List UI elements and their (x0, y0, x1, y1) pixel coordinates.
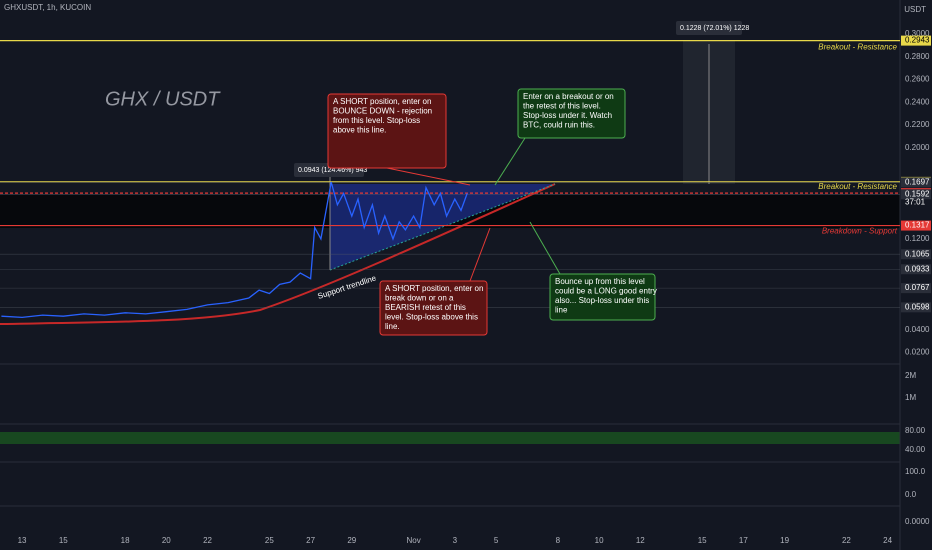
countdown: 37:01 (905, 197, 926, 206)
annotation-text: Stop-loss under it. Watch (523, 111, 612, 120)
level-tag (901, 249, 931, 260)
y-tick-label: 0.2200 (905, 120, 930, 129)
x-tick-label: 10 (595, 536, 604, 545)
pane-tick-label: 100.0 (905, 467, 926, 476)
level-tag (901, 283, 931, 294)
callout-line (469, 227, 491, 282)
y-tick-label: 0.2800 (905, 52, 930, 61)
annotation-text: break down or on a (385, 294, 454, 303)
level-tag-label: 0.1065 (905, 249, 930, 258)
x-tick-label: 20 (162, 536, 171, 545)
level-tag-label: 0.1592 (905, 189, 930, 198)
level-tag (901, 35, 931, 46)
annotation-box (379, 280, 488, 336)
y-tick-label: 0.0400 (905, 325, 930, 334)
trend-ma (0, 183, 556, 325)
level-tag-label: 0.1317 (905, 221, 930, 230)
x-tick-label: 27 (306, 536, 315, 545)
level-label: Breakout - Resistance (818, 43, 897, 52)
annotation-text: Bounce up from this level (555, 277, 645, 286)
level-tag (901, 264, 931, 275)
level-tag-label: 0.0767 (905, 283, 930, 292)
callout-line (386, 167, 471, 186)
annotation-text: line. (385, 322, 400, 331)
y-tick-label: 0.2400 (905, 97, 930, 106)
measure-label: 0.0943 (124.46%) 943 (298, 167, 367, 174)
measure-label: 0.1228 (72.01%) 1228 (680, 25, 749, 32)
currency: USDT (904, 5, 926, 14)
annotation-text: could be a LONG good entry (555, 287, 657, 296)
annotation-text: line (555, 306, 568, 315)
level-tag-label: 0.0933 (905, 264, 930, 273)
x-tick-label: Nov (407, 536, 421, 545)
measure-tag (676, 21, 742, 35)
annotation-text: BEARISH retest of this (385, 303, 466, 312)
annotation-text: BOUNCE DOWN - rejection (333, 107, 432, 116)
level-label: Breakout - Resistance (818, 182, 897, 191)
level-tag (901, 177, 931, 188)
x-tick-label: 5 (494, 536, 499, 545)
pane-tick-label: 80.00 (905, 426, 926, 435)
annotation-text: BTC, could ruin this. (523, 121, 595, 130)
y-tick-label: 0.3000 (905, 29, 930, 38)
x-tick-label: 13 (18, 536, 27, 545)
x-tick-label: 19 (780, 536, 789, 545)
x-tick-label: 22 (842, 536, 851, 545)
x-tick-label: 15 (59, 536, 68, 545)
annotation-text: the retest of this level. (523, 102, 601, 111)
x-tick-label: 3 (453, 536, 458, 545)
pane-tick-label: 40.00 (905, 445, 926, 454)
x-tick-label: 25 (265, 536, 274, 545)
y-tick-label: 0.0200 (905, 348, 930, 357)
x-tick-label: 18 (121, 536, 130, 545)
x-tick-label: 17 (739, 536, 748, 545)
trendline (329, 183, 556, 271)
annotation-text: level. Stop-loss above this (385, 313, 478, 322)
annotation-text: Enter on a breakout or on (523, 92, 614, 101)
y-tick-label: 0.2000 (905, 143, 930, 152)
level-tag-label: 0.0598 (905, 302, 930, 311)
chart-title: GHX / USDT (105, 88, 221, 110)
price-line (1, 181, 468, 319)
x-tick-label: 22 (203, 536, 212, 545)
callout-line (529, 221, 561, 275)
annotation-text: above this line. (333, 126, 386, 135)
level-tag-label: 0.1697 (905, 177, 930, 186)
level-tag-label: 0.2943 (905, 36, 930, 45)
x-tick-label: 15 (698, 536, 707, 545)
annotation-box (517, 88, 626, 139)
level-label: Breakdown - Support (822, 227, 898, 236)
callout-line (494, 137, 526, 186)
annotation-text: from this level. Stop-loss (333, 116, 420, 125)
symbol: GHXUSDT, 1h, KUCOIN (4, 3, 91, 12)
rsi-band (0, 432, 900, 444)
pane-tick-label: 1M (905, 393, 916, 402)
y-tick-label: 0.1200 (905, 234, 930, 243)
annotation-text: A SHORT position, enter on (333, 97, 431, 106)
y-tick-label: 0.2600 (905, 75, 930, 84)
level-tag (901, 302, 931, 313)
x-tick-label: 24 (883, 536, 892, 545)
annotation-box (327, 93, 447, 169)
level-tag (901, 220, 931, 231)
x-tick-label: 8 (556, 536, 561, 545)
x-tick-label: 12 (636, 536, 645, 545)
pane-tick-label: 2M (905, 371, 916, 380)
pane-tick-label: 0.0000 (905, 517, 930, 526)
level-tag (901, 189, 931, 200)
pane-tick-label: 0.0 (905, 490, 917, 499)
annotation-text: also... Stop-loss under this (555, 296, 649, 305)
annotation-box (549, 273, 656, 321)
annotation-text: A SHORT position, enter on (385, 284, 483, 293)
x-tick-label: 29 (347, 536, 356, 545)
